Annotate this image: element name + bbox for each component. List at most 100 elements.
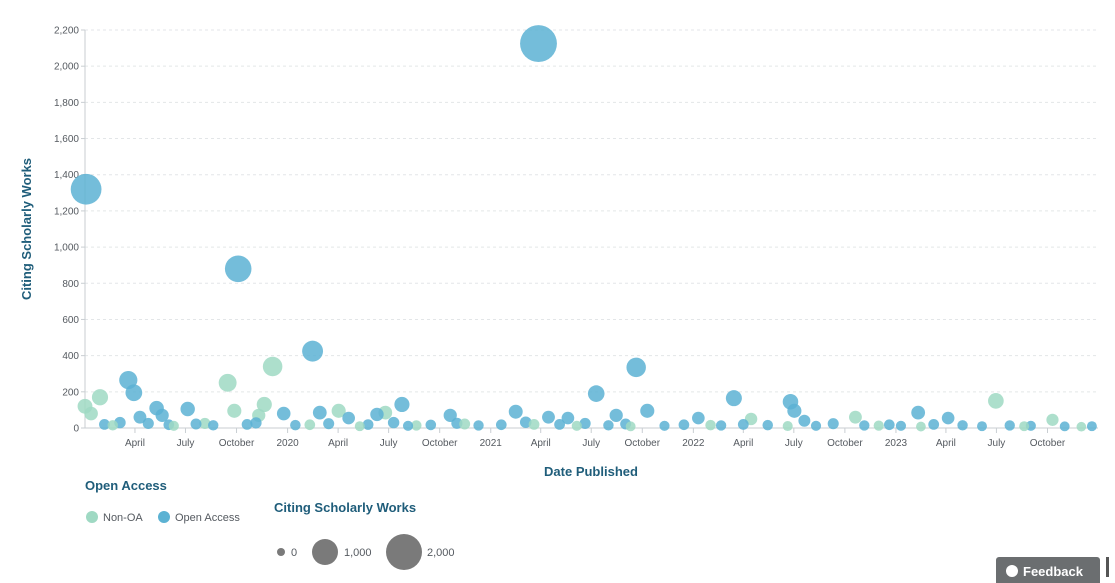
data-point-open-access[interactable]: [99, 418, 110, 430]
data-point-non-oa[interactable]: [91, 389, 109, 406]
data-point-open-access[interactable]: [1059, 421, 1070, 432]
data-point-non-oa[interactable]: [849, 410, 862, 424]
data-point-open-access[interactable]: [155, 408, 169, 422]
data-point-non-oa[interactable]: [84, 406, 98, 421]
data-point-open-access[interactable]: [737, 418, 749, 430]
data-point-open-access[interactable]: [626, 357, 646, 378]
x-tick-label: July: [177, 438, 195, 449]
data-point-open-access[interactable]: [587, 385, 605, 402]
data-point-open-access[interactable]: [241, 418, 253, 430]
data-point-non-oa[interactable]: [256, 396, 272, 413]
data-point-open-access[interactable]: [70, 173, 102, 205]
data-point-open-access[interactable]: [425, 419, 437, 431]
data-point-non-oa[interactable]: [1019, 421, 1030, 432]
data-point-open-access[interactable]: [473, 420, 484, 431]
data-point-open-access[interactable]: [603, 420, 614, 431]
data-point-open-access[interactable]: [609, 408, 623, 422]
y-tick-label: 1,600: [54, 134, 79, 145]
data-point-open-access[interactable]: [659, 420, 670, 431]
data-point-open-access[interactable]: [977, 421, 987, 432]
data-point-non-oa[interactable]: [1046, 413, 1059, 426]
data-point-non-oa[interactable]: [625, 421, 636, 432]
feedback-button[interactable]: Feedback: [996, 557, 1100, 583]
y-tick-label: 0: [73, 424, 79, 435]
data-point-non-oa[interactable]: [199, 417, 211, 430]
data-point-open-access[interactable]: [957, 420, 968, 431]
data-point-open-access[interactable]: [798, 414, 811, 427]
data-point-non-oa[interactable]: [331, 403, 346, 418]
data-point-open-access[interactable]: [715, 420, 727, 431]
data-point-non-oa[interactable]: [528, 418, 540, 430]
data-point-open-access[interactable]: [827, 418, 839, 430]
data-point-non-oa[interactable]: [411, 420, 422, 431]
data-point-open-access[interactable]: [387, 416, 400, 429]
data-point-open-access[interactable]: [508, 404, 523, 419]
data-point-open-access[interactable]: [312, 405, 327, 420]
data-point-open-access[interactable]: [443, 408, 457, 422]
data-point-non-oa[interactable]: [873, 420, 884, 431]
y-tick-label: 800: [62, 279, 79, 290]
legend-open-access-swatch[interactable]: [158, 511, 170, 523]
data-point-open-access[interactable]: [941, 411, 955, 425]
data-point-open-access[interactable]: [125, 384, 143, 402]
data-point-open-access[interactable]: [180, 401, 195, 417]
x-tick-label: April: [733, 438, 753, 449]
data-point-open-access[interactable]: [895, 420, 907, 431]
x-axis-title: Date Published: [544, 464, 638, 479]
x-tick-label: October: [827, 438, 863, 449]
data-point-open-access[interactable]: [762, 419, 773, 431]
data-point-open-access[interactable]: [370, 407, 384, 422]
data-point-open-access[interactable]: [1004, 420, 1015, 431]
data-point-open-access[interactable]: [554, 418, 565, 430]
data-point-non-oa[interactable]: [988, 393, 1004, 409]
data-point-non-oa[interactable]: [1076, 421, 1087, 432]
data-point-open-access[interactable]: [692, 411, 705, 425]
legend-non-oa-label[interactable]: Non-OA: [103, 512, 143, 524]
data-point-open-access[interactable]: [302, 340, 324, 362]
legend-open-access-label[interactable]: Open Access: [175, 512, 240, 524]
data-point-non-oa[interactable]: [107, 420, 118, 431]
data-point-open-access[interactable]: [561, 411, 575, 425]
data-point-open-access[interactable]: [323, 418, 335, 430]
data-point-open-access[interactable]: [495, 419, 507, 431]
data-point-open-access[interactable]: [142, 417, 154, 430]
data-point-non-oa[interactable]: [262, 356, 283, 377]
data-point-open-access[interactable]: [911, 405, 926, 420]
data-point-open-access[interactable]: [290, 419, 301, 431]
data-point-open-access[interactable]: [250, 417, 262, 429]
data-point-open-access[interactable]: [1086, 421, 1097, 432]
data-point-non-oa[interactable]: [304, 419, 316, 431]
data-point-open-access[interactable]: [725, 390, 742, 407]
data-point-open-access[interactable]: [519, 416, 532, 428]
data-point-open-access[interactable]: [520, 25, 557, 62]
data-point-open-access[interactable]: [190, 418, 202, 430]
data-point-open-access[interactable]: [859, 420, 870, 431]
data-point-open-access[interactable]: [133, 410, 147, 424]
data-point-open-access[interactable]: [787, 403, 802, 418]
data-point-open-access[interactable]: [362, 419, 374, 430]
data-point-open-access[interactable]: [542, 410, 555, 424]
data-point-open-access[interactable]: [208, 420, 219, 431]
data-point-open-access[interactable]: [402, 420, 414, 431]
legend-non-oa-swatch[interactable]: [86, 511, 98, 523]
data-point-open-access[interactable]: [810, 420, 822, 431]
data-point-non-oa[interactable]: [227, 403, 242, 418]
data-point-non-oa[interactable]: [705, 419, 716, 431]
data-point-open-access[interactable]: [579, 417, 591, 430]
data-point-open-access[interactable]: [640, 403, 655, 418]
data-point-non-oa[interactable]: [571, 420, 582, 431]
data-point-open-access[interactable]: [276, 406, 291, 421]
data-point-open-access[interactable]: [224, 255, 252, 283]
data-point-non-oa[interactable]: [782, 420, 793, 432]
data-point-non-oa[interactable]: [218, 373, 237, 392]
data-point-non-oa[interactable]: [168, 420, 179, 431]
data-point-non-oa[interactable]: [354, 421, 365, 432]
legend-size-2000-label: 2,000: [427, 547, 455, 559]
data-point-non-oa[interactable]: [459, 418, 471, 430]
data-point-open-access[interactable]: [678, 419, 690, 431]
data-point-open-access[interactable]: [883, 419, 895, 431]
data-point-non-oa[interactable]: [916, 421, 926, 432]
data-point-open-access[interactable]: [928, 418, 940, 430]
data-point-open-access[interactable]: [394, 396, 410, 413]
data-point-open-access[interactable]: [342, 411, 355, 425]
